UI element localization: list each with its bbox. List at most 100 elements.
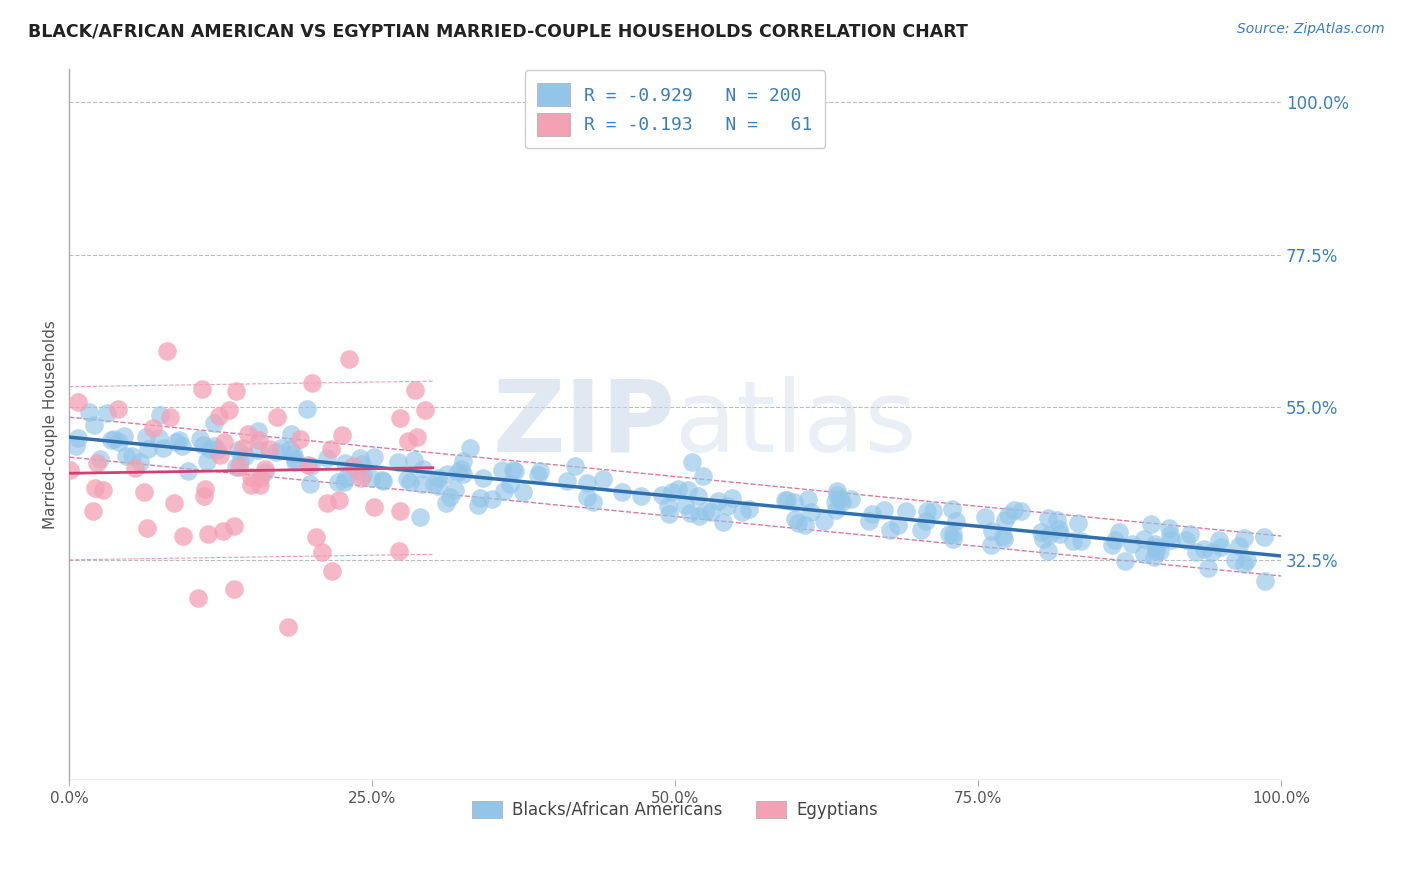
Point bbox=[1133, 532, 1156, 546]
Point bbox=[503, 463, 526, 477]
Point bbox=[288, 432, 311, 446]
Point bbox=[688, 508, 710, 523]
Point bbox=[575, 490, 598, 504]
Point bbox=[447, 465, 470, 479]
Point bbox=[270, 441, 292, 455]
Point bbox=[363, 500, 385, 515]
Point bbox=[922, 503, 945, 517]
Point bbox=[973, 509, 995, 524]
Point bbox=[388, 504, 411, 518]
Point bbox=[1046, 513, 1069, 527]
Point bbox=[794, 517, 817, 532]
Point bbox=[96, 406, 118, 420]
Point bbox=[731, 505, 754, 519]
Point bbox=[592, 472, 614, 486]
Point bbox=[915, 504, 938, 518]
Point bbox=[800, 505, 823, 519]
Point bbox=[283, 445, 305, 459]
Point bbox=[492, 483, 515, 498]
Point bbox=[107, 435, 129, 450]
Point bbox=[132, 485, 155, 500]
Point bbox=[910, 523, 932, 537]
Point bbox=[247, 443, 270, 458]
Point bbox=[896, 504, 918, 518]
Point bbox=[409, 510, 432, 524]
Point bbox=[1032, 533, 1054, 547]
Point bbox=[938, 527, 960, 541]
Point bbox=[349, 451, 371, 466]
Point bbox=[1225, 553, 1247, 567]
Point bbox=[124, 460, 146, 475]
Point bbox=[1038, 528, 1060, 542]
Point bbox=[830, 492, 852, 507]
Point bbox=[335, 456, 357, 470]
Point bbox=[67, 395, 90, 409]
Point bbox=[152, 442, 174, 456]
Point bbox=[824, 495, 846, 509]
Point bbox=[295, 401, 318, 416]
Point bbox=[316, 496, 339, 510]
Point bbox=[202, 439, 225, 453]
Point bbox=[453, 454, 475, 468]
Point bbox=[1101, 538, 1123, 552]
Point bbox=[887, 518, 910, 533]
Point bbox=[1178, 527, 1201, 541]
Point bbox=[328, 493, 350, 508]
Point bbox=[467, 498, 489, 512]
Point bbox=[1121, 537, 1143, 551]
Point bbox=[332, 475, 354, 489]
Point bbox=[651, 487, 673, 501]
Point bbox=[666, 482, 689, 496]
Point bbox=[194, 482, 217, 496]
Point bbox=[860, 508, 883, 522]
Point bbox=[945, 514, 967, 528]
Point bbox=[1144, 544, 1167, 558]
Point bbox=[839, 491, 862, 506]
Point bbox=[980, 538, 1002, 552]
Point bbox=[783, 495, 806, 509]
Point bbox=[264, 445, 287, 459]
Point bbox=[1108, 524, 1130, 539]
Point bbox=[229, 455, 252, 469]
Point bbox=[135, 430, 157, 444]
Point bbox=[360, 471, 382, 485]
Point bbox=[311, 545, 333, 559]
Point bbox=[681, 455, 703, 469]
Point bbox=[257, 442, 280, 456]
Point bbox=[786, 516, 808, 530]
Point bbox=[363, 450, 385, 464]
Point bbox=[555, 474, 578, 488]
Point bbox=[1031, 524, 1053, 539]
Point bbox=[1160, 533, 1182, 548]
Point bbox=[253, 465, 276, 479]
Point bbox=[564, 458, 586, 473]
Point bbox=[443, 483, 465, 497]
Point bbox=[284, 455, 307, 469]
Point bbox=[225, 460, 247, 475]
Point bbox=[299, 458, 322, 473]
Point bbox=[404, 452, 426, 467]
Point bbox=[297, 458, 319, 472]
Point bbox=[825, 483, 848, 498]
Point bbox=[1038, 544, 1060, 558]
Point bbox=[1233, 557, 1256, 571]
Point bbox=[1010, 504, 1032, 518]
Point bbox=[170, 439, 193, 453]
Point bbox=[301, 376, 323, 391]
Point bbox=[222, 518, 245, 533]
Point bbox=[716, 499, 738, 513]
Point bbox=[1133, 547, 1156, 561]
Point bbox=[1197, 561, 1219, 575]
Point bbox=[228, 460, 250, 475]
Point bbox=[82, 504, 104, 518]
Point bbox=[371, 475, 394, 489]
Point bbox=[675, 498, 697, 512]
Point bbox=[831, 495, 853, 509]
Point bbox=[773, 492, 796, 507]
Point bbox=[1253, 530, 1275, 544]
Point bbox=[434, 496, 457, 510]
Point bbox=[352, 468, 374, 483]
Point bbox=[395, 472, 418, 486]
Point bbox=[330, 428, 353, 442]
Point bbox=[121, 449, 143, 463]
